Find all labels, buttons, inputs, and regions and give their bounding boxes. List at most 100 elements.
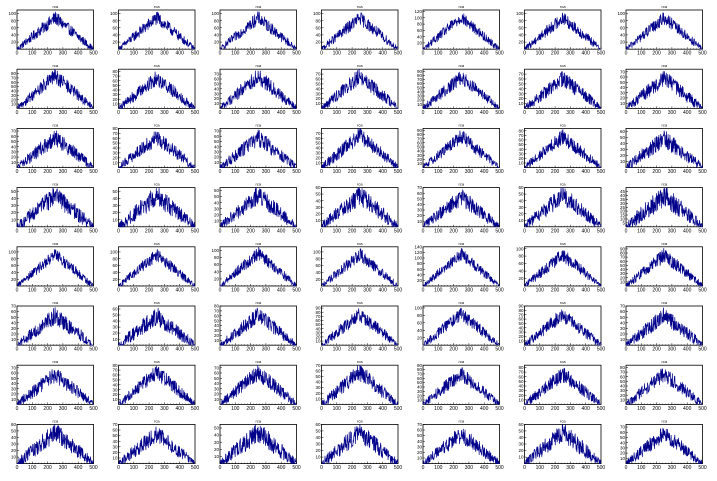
chart-panel: rca 0 100 200 300 400 500 20 40 60 80 100 — [516, 4, 605, 57]
x-tick-label: 0 — [16, 288, 19, 294]
series-line — [422, 367, 500, 405]
x-tick-label: 100 — [637, 465, 646, 471]
y-tick-label: 70 — [11, 76, 17, 81]
x-tick-label: 200 — [43, 110, 52, 116]
plot-frame — [524, 305, 602, 346]
x-tick-label: 0 — [523, 465, 526, 471]
y-tick-label: 40 — [620, 384, 626, 389]
x-tick-label: 200 — [551, 347, 560, 353]
y-tick-label: 10 — [315, 396, 321, 401]
x-tick-label: 500 — [495, 228, 504, 234]
x-tick-label: 500 — [191, 228, 200, 234]
x-tick-label: 400 — [74, 288, 83, 294]
x-tick-label: 300 — [59, 228, 68, 234]
y-tick-label: 10 — [620, 337, 626, 342]
x-tick-label: 500 — [292, 288, 301, 294]
x-tick-label: 500 — [89, 228, 98, 234]
y-tick-label: 70 — [214, 129, 220, 134]
y-tick-label: 40 — [214, 269, 220, 274]
x-tick-label: 200 — [348, 169, 357, 175]
x-tick-label: 200 — [348, 347, 357, 353]
x-tick-label: 0 — [117, 347, 120, 353]
y-tick-label: 30 — [112, 203, 118, 208]
series-line — [625, 368, 703, 405]
panel-title: rca — [154, 122, 160, 127]
series-line — [524, 309, 602, 346]
x-tick-label: 400 — [176, 228, 185, 234]
y-tick-label: 50 — [11, 139, 17, 144]
x-tick-label: 0 — [320, 228, 323, 234]
panel-title: rca — [53, 182, 59, 187]
x-tick-label: 300 — [160, 406, 169, 412]
x-tick-label: 300 — [59, 406, 68, 412]
series-line — [220, 364, 297, 405]
y-tick-label: 20 — [315, 277, 321, 282]
x-tick-label: 500 — [89, 51, 98, 57]
x-tick-label: 400 — [74, 169, 83, 175]
y-tick-label: 50 — [417, 145, 423, 150]
series-line — [625, 12, 703, 50]
x-tick-label: 500 — [292, 169, 301, 175]
y-tick-label: 40 — [315, 86, 321, 91]
x-tick-label: 500 — [394, 406, 403, 412]
x-tick-label: 100 — [434, 51, 443, 57]
x-tick-label: 400 — [683, 169, 692, 175]
y-tick-label: 60 — [518, 138, 524, 143]
y-tick-label: 20 — [417, 393, 423, 398]
y-tick-label: 30 — [518, 442, 524, 447]
x-tick-label: 400 — [683, 110, 692, 116]
x-tick-label: 400 — [277, 110, 286, 116]
y-tick-label: 70 — [620, 304, 626, 309]
y-tick-label: 30 — [620, 147, 626, 152]
y-tick-label: 60 — [214, 313, 220, 318]
y-tick-label: 40 — [518, 325, 524, 330]
x-tick-label: 400 — [176, 288, 185, 294]
y-tick-label: 60 — [417, 320, 423, 325]
y-tick-label: 20 — [112, 155, 118, 160]
x-tick-label: 400 — [277, 169, 286, 175]
series-line — [321, 68, 399, 109]
y-tick-label: 60 — [315, 136, 321, 141]
x-tick-label: 100 — [637, 51, 646, 57]
y-tick-label: 20 — [112, 331, 118, 336]
series-line — [423, 307, 500, 346]
x-tick-label: 400 — [176, 465, 185, 471]
y-tick-label: 40 — [518, 198, 524, 203]
y-tick-label: 30 — [11, 442, 17, 447]
x-tick-label: 300 — [566, 288, 575, 294]
y-tick-label: 70 — [417, 185, 423, 190]
panel-title: rca — [256, 418, 262, 423]
x-tick-label: 100 — [333, 51, 342, 57]
x-tick-label: 300 — [160, 347, 169, 353]
x-tick-label: 400 — [582, 169, 591, 175]
x-tick-label: 100 — [637, 347, 646, 353]
panel-title: rca — [662, 182, 668, 187]
y-tick-label: 60 — [518, 25, 524, 30]
x-tick-label: 400 — [74, 228, 83, 234]
x-tick-label: 100 — [536, 169, 545, 175]
y-tick-label: 20 — [11, 277, 17, 282]
x-tick-label: 0 — [16, 51, 19, 57]
x-tick-label: 400 — [582, 51, 591, 57]
plot-frame — [118, 246, 196, 287]
x-tick-label: 100 — [231, 110, 240, 116]
y-tick-label: 120 — [414, 250, 422, 255]
y-tick-label: 90 — [315, 306, 321, 311]
y-tick-label: 30 — [112, 387, 118, 392]
panel-title: rca — [560, 182, 566, 187]
x-tick-label: 300 — [262, 288, 271, 294]
x-tick-label: 0 — [422, 406, 425, 412]
x-tick-label: 0 — [625, 51, 628, 57]
x-tick-label: 200 — [551, 288, 560, 294]
y-tick-label: 50 — [518, 321, 524, 326]
x-tick-label: 0 — [320, 288, 323, 294]
y-tick-label: 60 — [112, 307, 118, 312]
y-tick-label: 20 — [518, 276, 524, 281]
y-tick-label: 80 — [112, 256, 118, 261]
x-tick-label: 400 — [480, 347, 489, 353]
y-tick-label: 10 — [315, 160, 321, 165]
x-tick-label: 200 — [652, 110, 661, 116]
